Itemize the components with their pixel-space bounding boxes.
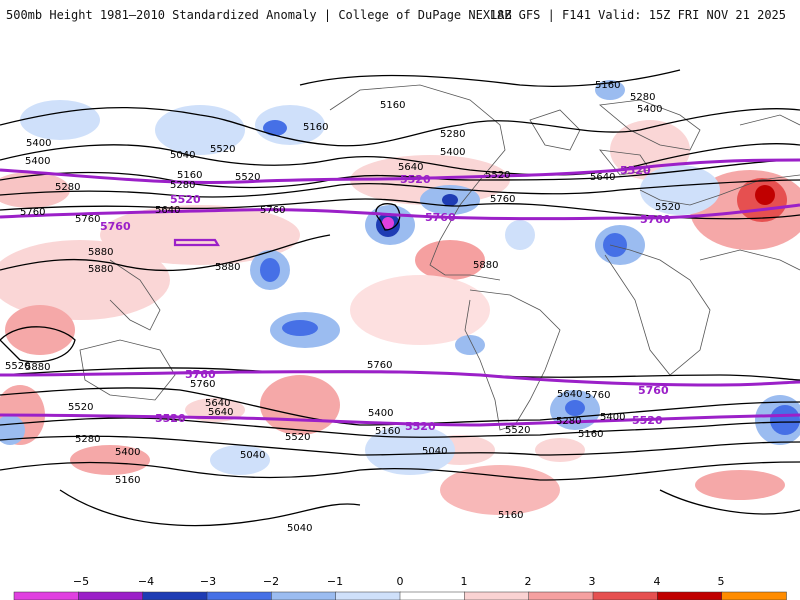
contour-labels: 5160 5160 5280 5400 5160 5280 5400 5040 … xyxy=(5,80,680,534)
colorbar-swatch xyxy=(657,591,723,600)
contour-label: 5160 xyxy=(303,122,328,133)
colorbar-label: −2 xyxy=(262,575,280,588)
colorbar-swatch xyxy=(721,591,787,600)
contour-label: 5280 xyxy=(75,434,100,445)
contour-label: 5760 xyxy=(260,205,285,216)
highlight-label: 5520 xyxy=(632,414,663,427)
colorbar-label: −5 xyxy=(72,575,90,588)
contour-label: 5760 xyxy=(20,207,45,218)
contour-label: 5160 xyxy=(498,510,523,521)
highlight-label: 5520 xyxy=(620,164,651,177)
contour-label: 5640 xyxy=(208,407,233,418)
colorbar-swatch xyxy=(206,591,273,600)
highlight-label: 5760 xyxy=(638,384,669,397)
contour-label: 5040 xyxy=(422,446,447,457)
contour-label: 5400 xyxy=(26,138,51,149)
colorbar-label: 4 xyxy=(653,575,661,588)
colorbar-swatch xyxy=(13,591,80,600)
contour-label: 5400 xyxy=(115,447,140,458)
colorbar-swatch xyxy=(78,591,144,600)
colorbar-label: 2 xyxy=(524,575,532,588)
contour-label: 5160 xyxy=(380,100,405,111)
contour-label: 5160 xyxy=(578,429,603,440)
contour-label: 5520 xyxy=(68,402,93,413)
colorbar-swatch xyxy=(142,591,208,600)
colorbar-label: −3 xyxy=(199,575,217,588)
highlight-label: 5520 xyxy=(170,193,201,206)
contour-label: 5160 xyxy=(115,475,140,486)
colorbar-label: 1 xyxy=(460,575,468,588)
colorbar xyxy=(13,591,787,600)
contour-label: 5520 xyxy=(485,170,510,181)
model-run-info: 18Z GFS | F141 Valid: 15Z FRI NOV 21 202… xyxy=(489,8,786,22)
contour-label: 5280 xyxy=(55,182,80,193)
contour-label: 5880 xyxy=(88,264,113,275)
colorbar-label: 5 xyxy=(717,575,725,588)
contour-label: 5160 xyxy=(177,170,202,181)
contour-label: 5880 xyxy=(215,262,240,273)
contour-label: 5760 xyxy=(490,194,515,205)
colorbar-swatch xyxy=(335,591,401,600)
colorbar-label: 0 xyxy=(396,575,404,588)
contour-label: 5760 xyxy=(190,379,215,390)
highlight-label: 5520 xyxy=(405,420,436,433)
colorbar-label: −1 xyxy=(326,575,344,588)
contour-label: 5880 xyxy=(88,247,113,258)
contour-label: 5640 xyxy=(557,389,582,400)
highlight-contours xyxy=(0,158,800,427)
highlight-label: 5760 xyxy=(640,213,671,226)
highlight-label: 5520 xyxy=(400,173,431,186)
contour-label: 5760 xyxy=(75,214,100,225)
contour-label: 5640 xyxy=(205,398,230,409)
colorbar-label: 3 xyxy=(588,575,596,588)
contour-label: 5520 xyxy=(5,361,30,372)
contour-label: 5520 xyxy=(505,425,530,436)
contour-label: 5400 xyxy=(368,408,393,419)
contour-label: 5880 xyxy=(473,260,498,271)
coastlines xyxy=(79,84,800,431)
contour-label: 5880 xyxy=(25,362,50,373)
contour-label: 5520 xyxy=(655,202,680,213)
contour-label: 5760 xyxy=(585,390,610,401)
colorbar-swatch xyxy=(528,591,594,600)
contour-label: 5640 xyxy=(398,162,423,173)
header-bar: 500mb Height 1981–2010 Standardized Anom… xyxy=(0,0,800,30)
contour-label: 5400 xyxy=(440,147,465,158)
highlight-label: 5520 xyxy=(155,412,186,425)
contour-label: 5400 xyxy=(25,156,50,167)
map-title: 500mb Height 1981–2010 Standardized Anom… xyxy=(6,8,512,22)
contour-label: 5040 xyxy=(170,150,195,161)
contour-label: 5520 xyxy=(210,144,235,155)
colorbar-swatch xyxy=(464,591,530,600)
contour-label: 5400 xyxy=(600,412,625,423)
contour-label: 5640 xyxy=(155,205,180,216)
contour-label: 5160 xyxy=(595,80,620,91)
map-canvas: 5160 5160 5280 5400 5160 5280 5400 5040 … xyxy=(0,30,800,560)
contour-label: 5520 xyxy=(285,432,310,443)
colorbar-swatch xyxy=(399,591,466,600)
highlight-label: 5760 xyxy=(100,220,131,233)
contour-label: 5040 xyxy=(287,523,312,534)
contour-label: 5160 xyxy=(375,426,400,437)
contour-label: 5280 xyxy=(440,129,465,140)
contour-label: 5280 xyxy=(630,92,655,103)
highlight-label: 5760 xyxy=(425,211,456,224)
colorbar-label: −4 xyxy=(137,575,155,588)
highlight-label: 5760 xyxy=(185,368,216,381)
highlight-contour-labels: 5520 5520 5520 5760 5760 5760 5760 5520 … xyxy=(100,164,671,433)
contour-label: 5040 xyxy=(240,450,265,461)
colorbar-swatch xyxy=(271,591,337,600)
contour-label: 5520 xyxy=(235,172,260,183)
colorbar-swatch xyxy=(592,591,659,600)
contour-label: 5640 xyxy=(590,172,615,183)
contour-label: 5280 xyxy=(170,180,195,191)
contour-label: 5280 xyxy=(556,416,581,427)
contour-label: 5760 xyxy=(367,360,392,371)
contour-label: 5400 xyxy=(637,104,662,115)
